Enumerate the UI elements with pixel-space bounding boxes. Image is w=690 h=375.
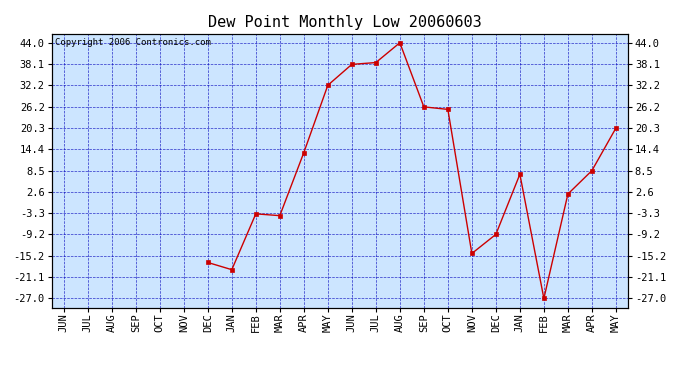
Text: Copyright 2006 Contronics.com: Copyright 2006 Contronics.com bbox=[55, 38, 210, 47]
Text: Dew Point Monthly Low 20060603: Dew Point Monthly Low 20060603 bbox=[208, 15, 482, 30]
